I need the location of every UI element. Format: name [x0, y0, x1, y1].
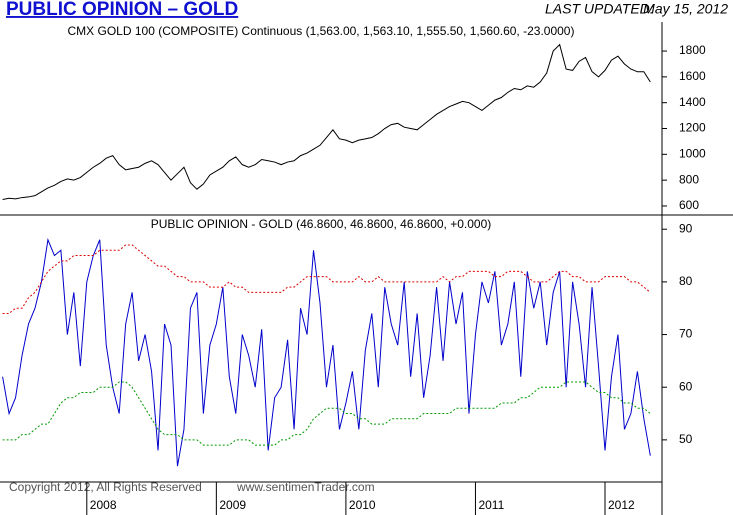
x-tick-label: 2011 — [478, 498, 504, 512]
series-line — [2, 244, 651, 314]
series-line — [2, 381, 651, 446]
y-tick-label: 50 — [679, 432, 693, 446]
x-tick-label: 2012 — [608, 498, 635, 512]
series-line — [2, 43, 651, 201]
y-tick-label: 1200 — [679, 121, 706, 135]
y-tick-label: 800 — [679, 172, 699, 186]
x-tick-label: 2010 — [349, 498, 376, 512]
y-tick-label: 1600 — [679, 69, 706, 83]
y-tick-label: 70 — [679, 327, 693, 341]
y-tick-label: 90 — [679, 221, 693, 235]
site: www.sentimenTrader.com — [236, 480, 375, 494]
y-tick-label: 60 — [679, 379, 693, 393]
x-tick-label: 2008 — [90, 498, 117, 512]
y-tick-label: 80 — [679, 274, 693, 288]
y-tick-label: 1400 — [679, 95, 706, 109]
last-updated-label: LAST UPDATED: — [545, 1, 654, 17]
last-updated-date: May 15, 2012 — [643, 1, 728, 17]
panel-title: CMX GOLD 100 (COMPOSITE) Continuous (1,5… — [68, 24, 575, 38]
series-line — [2, 237, 651, 467]
panel-title: PUBLIC OPINION - GOLD (46.8600, 46.8600,… — [151, 217, 492, 231]
y-tick-label: 1800 — [679, 43, 706, 57]
y-tick-label: 1000 — [679, 146, 706, 160]
copyright: Copyright 2012, All Rights Reserved — [9, 480, 202, 494]
y-tick-label: 600 — [679, 198, 699, 212]
page-title: PUBLIC OPINION – GOLD — [6, 0, 238, 20]
x-tick-label: 2009 — [219, 498, 246, 512]
